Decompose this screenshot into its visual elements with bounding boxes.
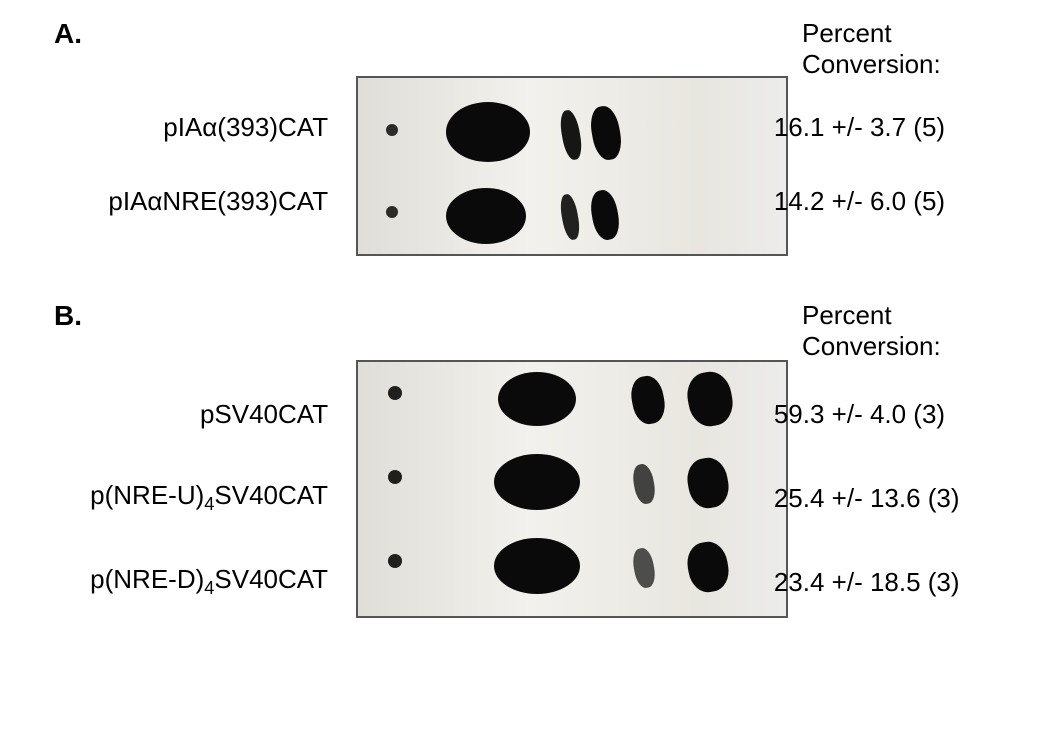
panel-b-header: PercentConversion: <box>802 300 941 362</box>
construct-label: pSV40CAT <box>32 399 344 430</box>
table-row: pIAα(393)CAT 16.1 +/- 3.7 (5) <box>32 90 1018 164</box>
panel-a-label: A. <box>54 18 82 50</box>
percent-conversion-value: 59.3 +/- 4.0 (3) <box>748 399 1018 430</box>
panel-a: A. PercentConversion: pIAα(393)CAT 16.1 … <box>32 18 1018 300</box>
panel-b-header-text: PercentConversion: <box>802 300 941 361</box>
construct-label: pIAαNRE(393)CAT <box>32 186 344 217</box>
table-row: p(NRE-D)4SV40CAT 23.4 +/- 18.5 (3) <box>32 540 1018 624</box>
construct-label: pIAα(393)CAT <box>32 112 344 143</box>
percent-conversion-value: 23.4 +/- 18.5 (3) <box>748 567 1018 598</box>
panel-b: B. PercentConversion: pSV40CAT 59.3 +/- … <box>32 300 1018 720</box>
panel-a-header-text: PercentConversion: <box>802 18 941 79</box>
table-row: pIAαNRE(393)CAT 14.2 +/- 6.0 (5) <box>32 164 1018 238</box>
percent-conversion-value: 16.1 +/- 3.7 (5) <box>748 112 1018 143</box>
percent-conversion-value: 14.2 +/- 6.0 (5) <box>748 186 1018 217</box>
percent-conversion-value: 25.4 +/- 13.6 (3) <box>748 483 1018 514</box>
panel-a-header: PercentConversion: <box>802 18 941 80</box>
panel-b-label: B. <box>54 300 82 332</box>
construct-label: p(NRE-U)4SV40CAT <box>32 480 344 515</box>
table-row: pSV40CAT 59.3 +/- 4.0 (3) <box>32 372 1018 456</box>
panel-b-rows: pSV40CAT 59.3 +/- 4.0 (3) p(NRE-U)4SV40C… <box>32 372 1018 624</box>
panel-a-rows: pIAα(393)CAT 16.1 +/- 3.7 (5) pIAαNRE(39… <box>32 90 1018 238</box>
construct-label: p(NRE-D)4SV40CAT <box>32 564 344 599</box>
table-row: p(NRE-U)4SV40CAT 25.4 +/- 13.6 (3) <box>32 456 1018 540</box>
